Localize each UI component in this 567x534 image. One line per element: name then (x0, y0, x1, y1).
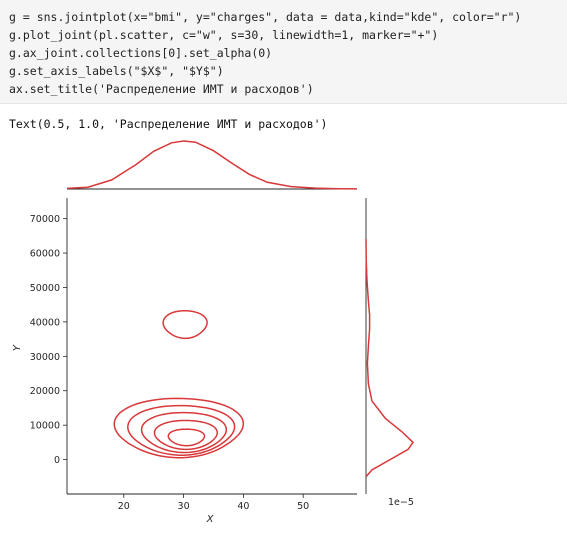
code-line-2: g.plot_joint(pl.scatter, c="w", s=30, li… (9, 28, 439, 42)
x-tick-label: 50 (297, 501, 309, 512)
top-marginal-kde (66, 140, 358, 190)
marginal-scale-label: 1e−5 (388, 497, 414, 508)
y-tick-label: 70000 (30, 214, 60, 225)
code-line-4: g.set_axis_labels("$X$", "$Y$") (9, 64, 224, 78)
y-tick-label: 20000 (30, 386, 60, 397)
right-marginal-kde (365, 239, 414, 478)
y-tick-label: 40000 (30, 317, 60, 328)
tick-group: 20 30 40 50 0 10000 20000 30000 40000 50000 60000 7… (30, 214, 309, 512)
y-axis-label: Y (12, 344, 23, 351)
kde-contour-line (113, 397, 245, 459)
x-axis-label: X (206, 514, 215, 525)
code-line-5: ax.set_title('Распределение ИМТ и расход… (9, 82, 314, 96)
code-line-1: g = sns.jointplot(x="bmi", y="charges", … (9, 10, 522, 24)
y-tick-label: 60000 (30, 249, 60, 260)
kde-contour-line (140, 411, 228, 454)
kde-contour-line (162, 310, 208, 340)
x-tick-label: 30 (178, 501, 190, 512)
y-tick-label: 0 (54, 455, 60, 466)
x-tick-label: 20 (118, 501, 130, 512)
kde-contour-line (167, 428, 206, 447)
y-tick-label: 30000 (30, 352, 60, 363)
code-cell[interactable]: g = sns.jointplot(x="bmi", y="charges", … (0, 0, 567, 104)
output-text: Text(0.5, 1.0, 'Распределение ИМТ и расх… (9, 117, 328, 131)
kde-contour-line (153, 419, 219, 451)
y-tick-label: 10000 (30, 421, 60, 432)
y-tick-label: 50000 (30, 283, 60, 294)
kde-contour-line (127, 404, 236, 456)
code-line-3: g.ax_joint.collections[0].set_alpha(0) (9, 46, 273, 60)
kde-contours (113, 310, 245, 459)
x-tick-label: 40 (237, 501, 249, 512)
